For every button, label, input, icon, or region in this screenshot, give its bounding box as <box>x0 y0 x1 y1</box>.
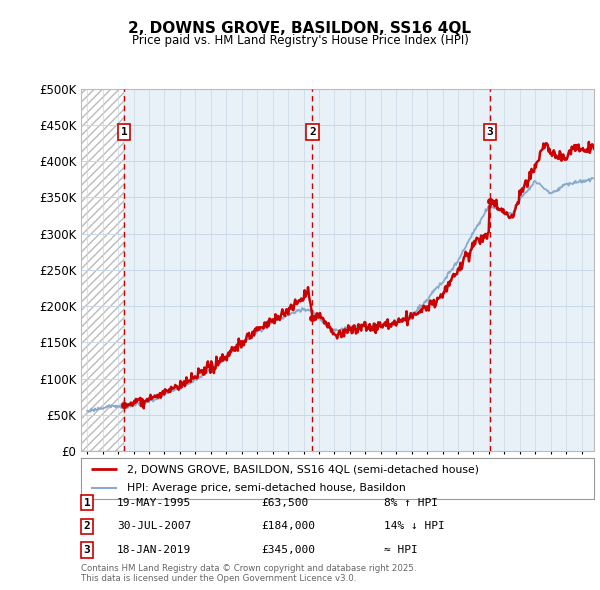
Text: Price paid vs. HM Land Registry's House Price Index (HPI): Price paid vs. HM Land Registry's House … <box>131 34 469 47</box>
Text: 14% ↓ HPI: 14% ↓ HPI <box>384 522 445 531</box>
Text: 1: 1 <box>83 498 91 507</box>
Text: 3: 3 <box>83 545 91 555</box>
Bar <box>81 88 124 451</box>
Text: 2: 2 <box>309 127 316 137</box>
Text: £345,000: £345,000 <box>261 545 315 555</box>
Text: 30-JUL-2007: 30-JUL-2007 <box>117 522 191 531</box>
Text: 3: 3 <box>487 127 493 137</box>
Text: 1: 1 <box>121 127 127 137</box>
Text: 2, DOWNS GROVE, BASILDON, SS16 4QL (semi-detached house): 2, DOWNS GROVE, BASILDON, SS16 4QL (semi… <box>127 464 479 474</box>
Text: 19-MAY-1995: 19-MAY-1995 <box>117 498 191 507</box>
Text: £63,500: £63,500 <box>261 498 308 507</box>
Text: HPI: Average price, semi-detached house, Basildon: HPI: Average price, semi-detached house,… <box>127 483 406 493</box>
Text: 2: 2 <box>83 522 91 531</box>
Text: Contains HM Land Registry data © Crown copyright and database right 2025.
This d: Contains HM Land Registry data © Crown c… <box>81 563 416 583</box>
Text: ≈ HPI: ≈ HPI <box>384 545 418 555</box>
Text: £184,000: £184,000 <box>261 522 315 531</box>
Text: 18-JAN-2019: 18-JAN-2019 <box>117 545 191 555</box>
Text: 2, DOWNS GROVE, BASILDON, SS16 4QL: 2, DOWNS GROVE, BASILDON, SS16 4QL <box>128 21 472 35</box>
Text: 8% ↑ HPI: 8% ↑ HPI <box>384 498 438 507</box>
